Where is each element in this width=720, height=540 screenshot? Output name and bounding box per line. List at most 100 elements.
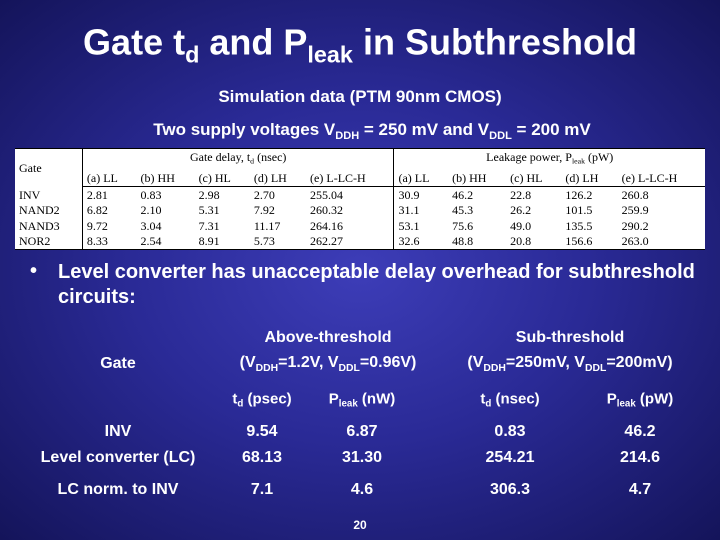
subscript: leak — [307, 41, 353, 68]
table-cell: 101.5 — [565, 203, 593, 218]
table-cell: 5.73 — [249, 233, 307, 251]
table-cell: 32.6 — [393, 233, 449, 251]
table-cell: 259.9 — [621, 203, 649, 218]
header-cell: Leakage power, Pleak (pW) — [393, 147, 705, 171]
subtitle: Simulation data (PTM 90nm CMOS) — [218, 87, 502, 106]
table-cell: 135.5 — [565, 218, 593, 233]
text-part: (nsec) — [491, 390, 540, 408]
row-label: LC norm. to INV — [57, 481, 179, 498]
header-cell: Above-threshold — [264, 329, 392, 346]
row-label: INV — [104, 423, 132, 440]
table-cell: 306.3 — [489, 481, 531, 498]
table-cell: 262.27 — [306, 233, 394, 251]
table-cell: 254.21 — [485, 449, 535, 466]
subscript: DDL — [489, 129, 512, 142]
column-header: td (nsec) — [480, 390, 539, 409]
subscript: leak — [616, 398, 636, 410]
supply-note: Two supply voltages VDDH = 250 mV and VD… — [153, 120, 591, 142]
text-part: (V — [467, 354, 484, 372]
table-cell: 75.6 — [452, 218, 474, 233]
column-header: (a) LL — [393, 170, 449, 188]
table-cell: 7.92 — [253, 203, 275, 218]
subscript: DDH — [335, 129, 360, 142]
text-part: t — [480, 390, 486, 408]
text-part: =1.2V, V — [278, 354, 339, 372]
data-table: Gate Gate delay, td (nsec) Leakage power, … — [15, 147, 705, 251]
table-cell: 2.70 — [253, 187, 275, 202]
table-row: NOR2 8.33 2.54 8.91 5.73 262.27 32.6 48.8 20.8 15… — [15, 233, 705, 251]
table-cell: 46.2 — [452, 187, 474, 202]
header-cell: Gate — [100, 355, 136, 372]
subscript: DDL — [584, 362, 607, 374]
table-cell: NAND2 — [19, 203, 60, 218]
table-cell: INV — [19, 187, 41, 202]
table-cell: 2.81 — [81, 186, 137, 203]
column-header: Pleak (pW) — [607, 390, 673, 409]
text-part: Gate t — [83, 21, 186, 63]
subscript: d — [237, 398, 244, 410]
text-part: =200mV) — [606, 354, 673, 372]
text-part: =250mV, V — [505, 354, 585, 372]
text-part: Leakage power, P — [486, 150, 572, 165]
column-header: Pleak (nW) — [329, 390, 395, 409]
table-cell: 290.2 — [621, 218, 649, 233]
table-cell: 11.17 — [253, 218, 281, 233]
text-part: =0.96V) — [359, 354, 417, 372]
subscript: DDH — [483, 362, 506, 374]
table-row: INV 2.81 0.83 2.98 2.70 255.04 30.9 46.2 22.8 126… — [15, 186, 705, 203]
text-part: (psec) — [243, 390, 292, 408]
text-part: (V — [239, 354, 256, 372]
table-cell: 26.2 — [510, 203, 532, 218]
table-cell: 7.1 — [250, 481, 274, 498]
table-cell: 126.2 — [565, 187, 593, 202]
table-cell: 22.8 — [510, 187, 532, 202]
column-header: (e) L-LC-H — [617, 170, 705, 188]
text-part: = 250 mV and V — [359, 120, 490, 140]
text-part: and P — [199, 21, 308, 63]
column-header: (e) L-LC-H — [306, 170, 394, 188]
table-cell: 6.87 — [346, 423, 378, 440]
table-cell: 260.8 — [621, 187, 649, 202]
table-cell: 68.13 — [241, 449, 283, 466]
table-cell: 53.1 — [393, 218, 449, 234]
text-part: (pW) — [635, 390, 674, 408]
header-cell: Gate — [15, 147, 83, 187]
table-cell: 2.10 — [140, 203, 162, 218]
table-cell: 156.6 — [561, 233, 618, 251]
text-part: t — [232, 390, 238, 408]
subscript: leak — [338, 398, 358, 410]
column-header: (a) LL — [81, 170, 137, 188]
table-cell: 9.72 — [81, 218, 137, 234]
table-cell: 46.2 — [624, 423, 656, 440]
bullet-text: Level converter has unacceptable delay o… — [58, 261, 695, 308]
table-cell: NAND3 — [19, 218, 60, 233]
row-label: Level converter (LC) — [40, 449, 196, 466]
table-cell: 7.31 — [198, 218, 220, 233]
table-cell: 255.04 — [310, 187, 344, 202]
table-cell: 9.54 — [246, 423, 278, 440]
column-header: (b) HH — [136, 170, 195, 188]
header-cell: Sub-threshold — [515, 329, 625, 346]
text-part: (nsec) — [254, 150, 287, 165]
table-row: NAND3 9.72 3.04 7.31 11.17 264.16 53.1 75.6 49.0… — [15, 218, 705, 234]
subscript: DDH — [255, 362, 279, 374]
text-part: P — [328, 390, 339, 408]
table-cell: 0.83 — [494, 423, 526, 440]
page-number: 20 — [353, 518, 367, 532]
table-cell: 4.6 — [350, 481, 374, 498]
subscript: d — [185, 41, 200, 68]
column-header: (d) LH — [561, 170, 618, 188]
text-part: (nW) — [357, 390, 396, 408]
table-cell: 264.16 — [310, 218, 344, 233]
column-header: td (psec) — [232, 390, 291, 409]
table-cell: 30.9 — [393, 186, 449, 203]
header-cell: (VDDH=250mV, VDDL=200mV) — [467, 354, 672, 374]
table-cell: 8.91 — [194, 233, 250, 251]
column-header: (d) LH — [249, 170, 307, 188]
bullet-dot: • — [30, 260, 38, 282]
table-cell: 2.54 — [136, 233, 195, 251]
table-row: NAND2 6.82 2.10 5.31 7.92 260.32 31.1 45.3 26.2 1… — [15, 202, 705, 219]
table-cell: 6.82 — [81, 202, 137, 219]
text-part: P — [606, 390, 617, 408]
